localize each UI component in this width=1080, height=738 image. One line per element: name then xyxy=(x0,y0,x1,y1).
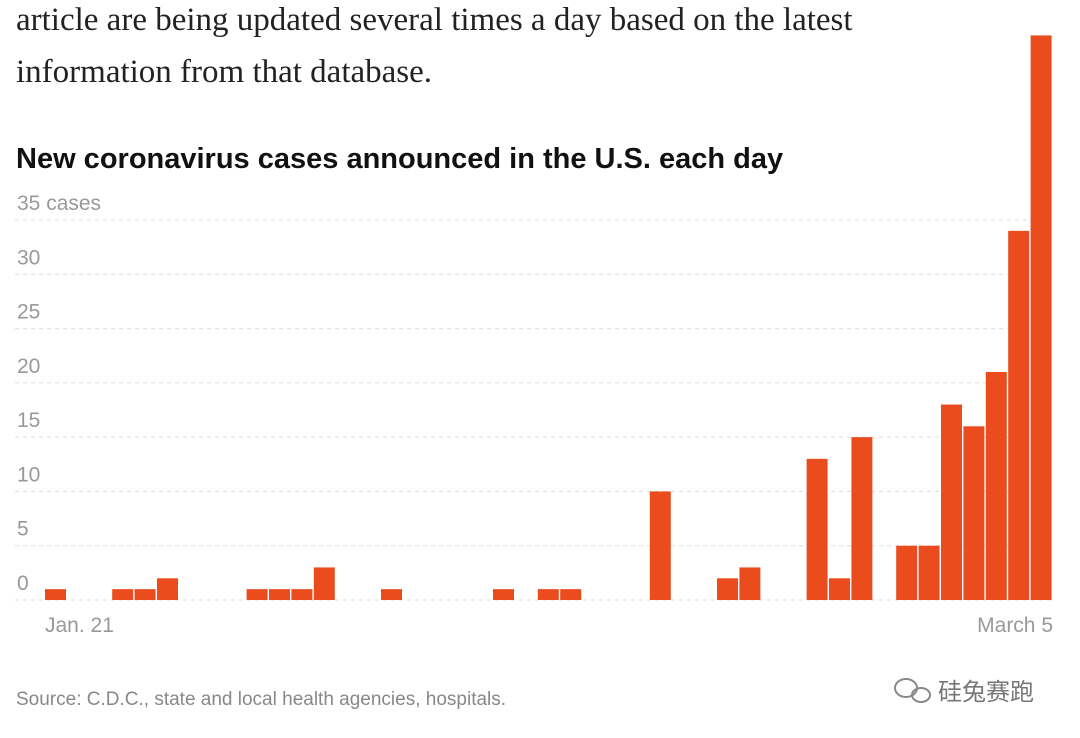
y-tick-label: 0 xyxy=(17,572,29,595)
bar xyxy=(134,589,156,600)
bar xyxy=(269,589,290,600)
y-tick-label: 25 xyxy=(17,301,40,324)
x-tick-label: March 5 xyxy=(977,614,1053,637)
bar xyxy=(806,458,828,600)
y-tick-label: 10 xyxy=(17,463,40,486)
bar xyxy=(739,567,761,600)
bar xyxy=(941,404,962,600)
bar xyxy=(157,578,178,600)
bar xyxy=(537,589,559,600)
source: Source: C.D.C., state and local health a… xyxy=(16,689,506,710)
bar xyxy=(918,545,940,600)
y-tick-label: 20 xyxy=(17,355,40,378)
bar xyxy=(313,567,335,600)
article-line: information from that database. xyxy=(16,54,432,90)
bar xyxy=(649,491,671,600)
y-tick-label: 35 cases xyxy=(17,192,101,215)
bar xyxy=(1008,230,1030,600)
y-tick-label: 15 xyxy=(17,409,40,432)
bar xyxy=(381,589,402,600)
bar xyxy=(112,589,134,600)
bar xyxy=(963,426,985,600)
x-tick-label: Jan. 21 xyxy=(45,614,114,637)
bar xyxy=(246,589,268,600)
watermark: 硅兔赛跑 xyxy=(938,678,1034,706)
bar xyxy=(717,578,738,600)
bar xyxy=(851,437,873,600)
bar xyxy=(985,372,1007,600)
bar xyxy=(829,578,850,600)
watermark-icon xyxy=(894,678,931,703)
chart-title: New coronavirus cases announced in the U… xyxy=(16,143,783,175)
bar xyxy=(896,545,918,600)
bar xyxy=(1030,35,1052,600)
bar xyxy=(560,589,582,600)
bar xyxy=(45,589,66,600)
bar xyxy=(291,589,313,600)
y-tick-label: 5 xyxy=(17,518,29,541)
y-tick-label: 30 xyxy=(17,246,40,269)
article-line: article are being updated several times … xyxy=(16,2,853,38)
bar xyxy=(493,589,514,600)
